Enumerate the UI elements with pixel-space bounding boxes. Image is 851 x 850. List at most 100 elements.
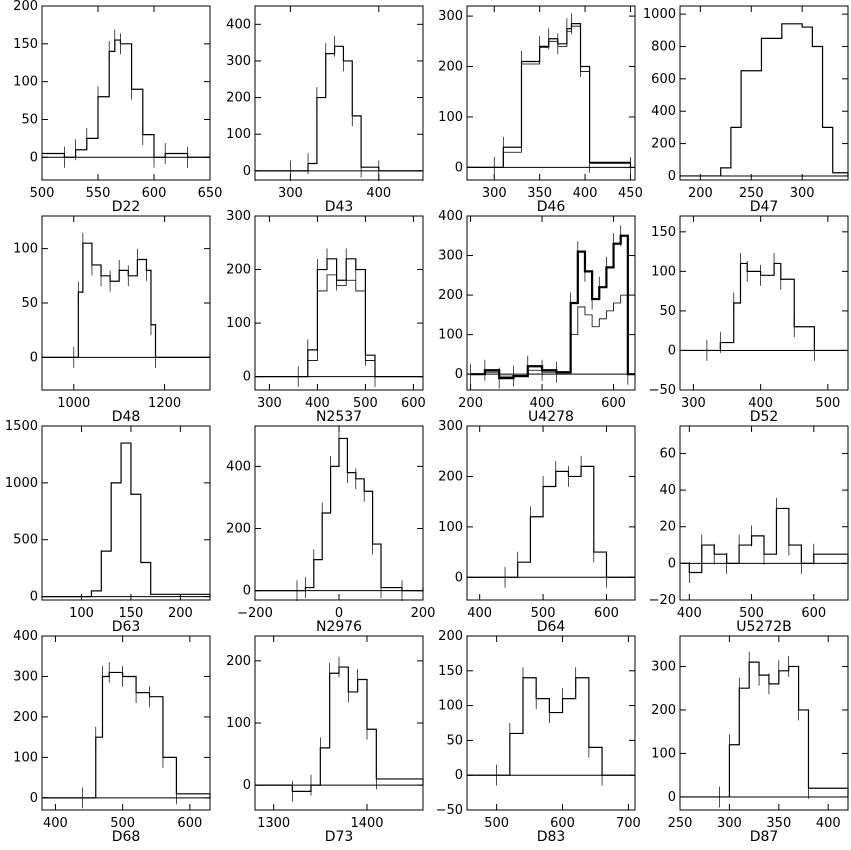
x-tick-label: 600 [801,606,826,621]
x-tick-label: 600 [594,606,619,621]
y-tick-label: 100 [438,699,463,714]
x-tick-label: 500 [739,606,764,621]
y-tick-label: 300 [438,9,463,24]
panel-d22: 500 550 600 650 0 50 100 150 200 D22 [13,0,222,215]
y-tick-label: 200 [13,0,38,14]
x-tick-label: 400 [748,396,773,411]
panel-label: N2976 [316,619,362,635]
y-tick-label: 50 [21,112,38,127]
profile-line [255,258,423,378]
y-tick-label: 0 [668,556,676,571]
y-tick-label: 150 [651,225,676,240]
y-tick-label: 150 [13,37,38,52]
y-tick-label: −20 [649,593,676,608]
x-tick-label: 500 [484,816,509,831]
profile-line [255,666,424,792]
y-tick-label: 400 [226,459,251,474]
y-tick-label: 0 [30,590,38,605]
panel-label: D46 [537,199,566,215]
y-tick-label: 200 [226,522,251,537]
panel-label: D47 [750,199,779,215]
y-tick-label: 200 [651,137,676,152]
x-tick-label: 1200 [148,396,181,411]
panel-frame [41,635,211,811]
y-tick-label: 100 [226,316,251,331]
y-tick-label: 40 [659,483,676,498]
y-tick-label: 100 [651,746,676,761]
panel-d63: 100 150 200 0 500 1000 1500 D63 [5,419,211,635]
x-tick-label: 350 [766,816,791,831]
y-tick-label: 0 [30,791,38,806]
panel-u5272b: 400 500 600 −20 0 20 40 60 U5272B [649,425,849,635]
panel-frame [41,425,211,601]
panel-label: D22 [112,199,141,215]
y-tick-label: 0 [243,778,251,793]
y-tick-label: 300 [13,669,38,684]
x-tick-label: 400 [305,396,330,411]
x-tick-label: 500 [110,816,135,831]
x-tick-label: 350 [527,186,552,201]
x-tick-label: 1300 [257,816,290,831]
y-tick-label: 300 [226,54,251,69]
x-tick-label: 200 [168,606,193,621]
y-tick-label: 60 [659,446,676,461]
x-tick-label: −200 [237,606,273,621]
panel-label: D43 [325,199,354,215]
y-tick-label: 0 [455,768,463,783]
x-tick-label: 1000 [57,396,90,411]
y-tick-label: −50 [649,383,676,398]
x-tick-label: 300 [681,396,706,411]
y-tick-label: 0 [455,160,463,175]
profile-line [255,437,424,592]
panel-n2537: 300 400 500 600 0 100 200 300 N2537 [226,209,426,425]
panel-frame [466,635,636,811]
x-tick-label: 400 [573,186,598,201]
y-tick-label: 100 [438,520,463,535]
profile-line [42,242,210,358]
y-tick-label: 20 [659,520,676,535]
panel-d46: 300 350 400 450 0 100 200 300 D46 [438,5,643,215]
x-tick-label: 300 [278,186,303,201]
y-tick-label: 0 [30,150,38,165]
panel-frame [466,215,636,391]
panel-d87: 250 300 350 400 0 100 200 300 D87 [651,635,849,845]
secondary-profile [255,274,423,378]
y-tick-label: 800 [651,39,676,54]
panel-d83: 500 600 700 −50 0 50 100 150 200 D83 [436,629,641,845]
panel-frame [41,215,211,391]
y-tick-label: 0 [668,790,676,805]
profile-line [255,45,423,172]
panel-label: D87 [750,829,779,845]
panel-label: U4278 [528,409,574,425]
y-tick-label: 200 [13,710,38,725]
x-tick-label: 550 [86,186,111,201]
x-tick-label: 700 [616,816,641,831]
x-tick-label: 600 [401,396,426,411]
y-tick-label: 100 [13,750,38,765]
secondary-profile [470,294,635,377]
panel-frame [466,425,636,601]
panel-label: D52 [750,409,779,425]
x-tick-label: 100 [69,606,94,621]
x-tick-label: 500 [30,186,55,201]
x-tick-label: 600 [601,396,626,411]
y-tick-label: 100 [438,328,463,343]
x-tick-label: 250 [739,186,764,201]
profile-line [42,442,211,598]
panel-d43: 300 400 0 100 200 300 400 D43 [226,5,424,215]
panel-label: D63 [112,619,141,635]
y-tick-label: 50 [21,296,38,311]
profile-line [467,677,635,776]
x-tick-label: 200 [458,396,483,411]
x-tick-label: 500 [815,396,840,411]
x-tick-label: 300 [717,816,742,831]
x-tick-label: 400 [467,606,492,621]
y-tick-label: 200 [226,91,251,106]
y-tick-label: 200 [226,654,251,669]
panel-frame [254,215,424,391]
y-tick-label: 500 [13,533,38,548]
y-tick-label: 1500 [5,419,38,434]
panel-frame [679,5,849,181]
y-tick-label: 0 [455,570,463,585]
